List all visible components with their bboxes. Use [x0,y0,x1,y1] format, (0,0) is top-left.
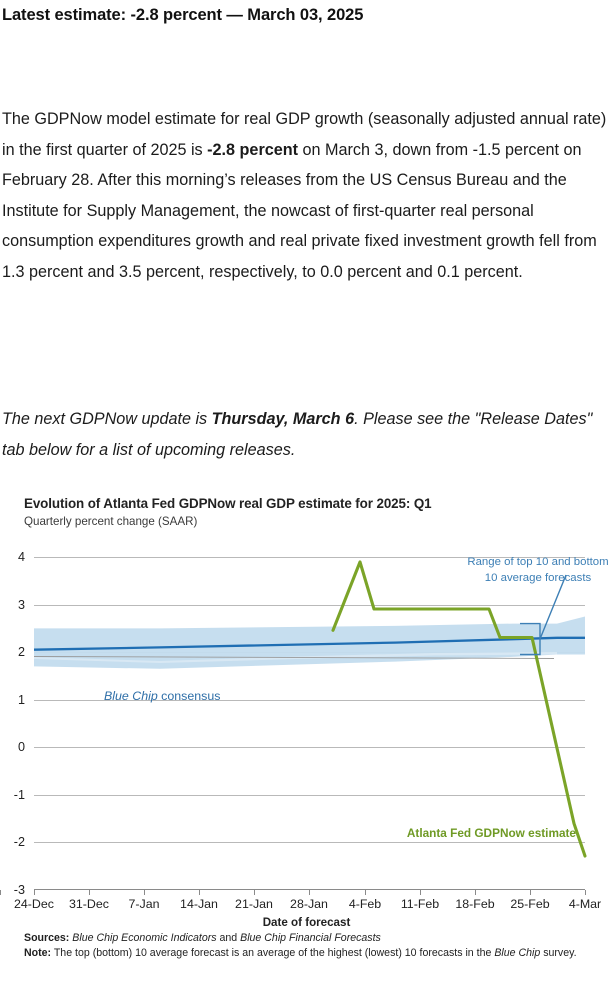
xtick-label-6: 4-Feb [348,897,382,911]
xtick-mark [89,890,90,895]
xtick-label-7: 11-Feb [400,897,440,911]
ytick-label: 0 [17,740,25,755]
next-update-paragraph: The next GDPNow update is Thursday, Marc… [2,404,602,466]
sources-line: Sources: Blue Chip Economic Indicators a… [24,931,602,946]
note-text-1: The top (bottom) 10 average forecast is … [51,947,495,959]
note-label: Note: [24,947,52,959]
page-title: Latest estimate: -2.8 percent — March 03… [2,6,364,24]
xtick-label-5: 28-Jan [290,897,328,911]
ytick-label: 2 [17,645,25,660]
gridline-neg3: -3 [14,883,585,897]
bluechip-range-band [34,616,585,669]
xtick-label-3: 14-Jan [180,897,218,911]
xtick-mark [420,890,421,895]
bluechip-annotation-italic: Blue Chip [104,689,158,703]
sources-conjunction: and [216,932,241,944]
bluechip-annotation-rest: consensus [157,689,221,703]
next-update-part1: The next GDPNow update is [2,410,212,429]
next-update-part2: . Please see the "Release Dates" tab bel… [2,410,593,460]
xtick-mark [475,890,476,895]
series-layer [33,560,587,858]
ytick-label: 3 [17,597,25,612]
sources-publication-a: Blue Chip Economic Indicators [72,932,217,944]
x-axis-label: Date of forecast [262,916,351,929]
range-annotation: Range of top 10 and bottom 10 average fo… [467,556,609,584]
ytick-label: 4 [17,550,25,564]
gridline-0: 0 [18,740,585,754]
xtick-mark [254,890,255,895]
xtick-label-9: 25-Feb [510,897,550,911]
gdpnow-chart: Evolution of Atlanta Fed GDPNow real GDP… [0,478,613,1000]
xtick-mark [585,890,586,895]
ytick-label: -3 [13,883,25,897]
ytick-label: -2 [13,835,25,850]
gridline-1: 1 [18,693,585,707]
gridline-4: 4 [18,550,585,564]
xtick-mark [34,890,35,895]
xtick-mark [530,890,531,895]
plot-area: 4 3 2 1 0 -1 -2 -3 [14,550,587,897]
sources-label: Sources: [24,932,70,944]
xtick-mark [0,890,1,895]
chart-notes: Sources: Blue Chip Economic Indicators a… [24,931,602,961]
body-part1: The GDPNow model estimate for real GDP g… [2,110,607,159]
gdpnow-estimate-line [331,560,587,858]
gridline-neg1: -1 [14,788,585,802]
range-leader-line [539,574,567,640]
xtick-mark [199,890,200,895]
xtick-mark [144,890,145,895]
ytick-label: 1 [17,692,25,707]
body-emphasis: -2.8 percent [207,140,299,159]
bluechip-consensus-line [33,636,585,651]
xtick-label-4: 21-Jan [235,897,273,911]
bluechip-annotation: Blue Chip consensus [104,689,220,703]
body-part2: on March 3, down from -1.5 percent on Fe… [2,140,597,281]
gridline-3: 3 [18,598,585,612]
range-bracket [520,622,541,656]
x-axis-line [34,889,585,890]
ytick-label: -1 [13,787,25,802]
note-line: Note: The top (bottom) 10 average foreca… [24,946,602,961]
chart-subtitle: Quarterly percent change (SAAR) [24,515,198,528]
next-update-date: Thursday, March 6 [211,410,355,429]
gdpnow-annotation: Atlanta Fed GDPNow estimate [406,826,576,840]
note-italic: Blue Chip [494,947,541,959]
xtick-label-10: 4-Mar [568,897,602,911]
chart-title: Evolution of Atlanta Fed GDPNow real GDP… [24,496,432,511]
sources-publication-b: Blue Chip Financial Forecasts [240,932,381,944]
xtick-label-1: 31-Dec [69,897,109,911]
xtick-label-8: 18-Feb [455,897,495,911]
gridline-neg2: -2 [14,835,585,849]
bluechip-reference-line [33,656,555,659]
note-text-2: survey. [540,947,577,959]
xtick-mark [309,890,310,895]
xtick-mark [365,890,366,895]
xtick-label-0: 24-Dec [14,897,54,911]
xtick-label-2: 7-Jan [128,897,160,911]
body-paragraph: The GDPNow model estimate for real GDP g… [2,104,610,287]
